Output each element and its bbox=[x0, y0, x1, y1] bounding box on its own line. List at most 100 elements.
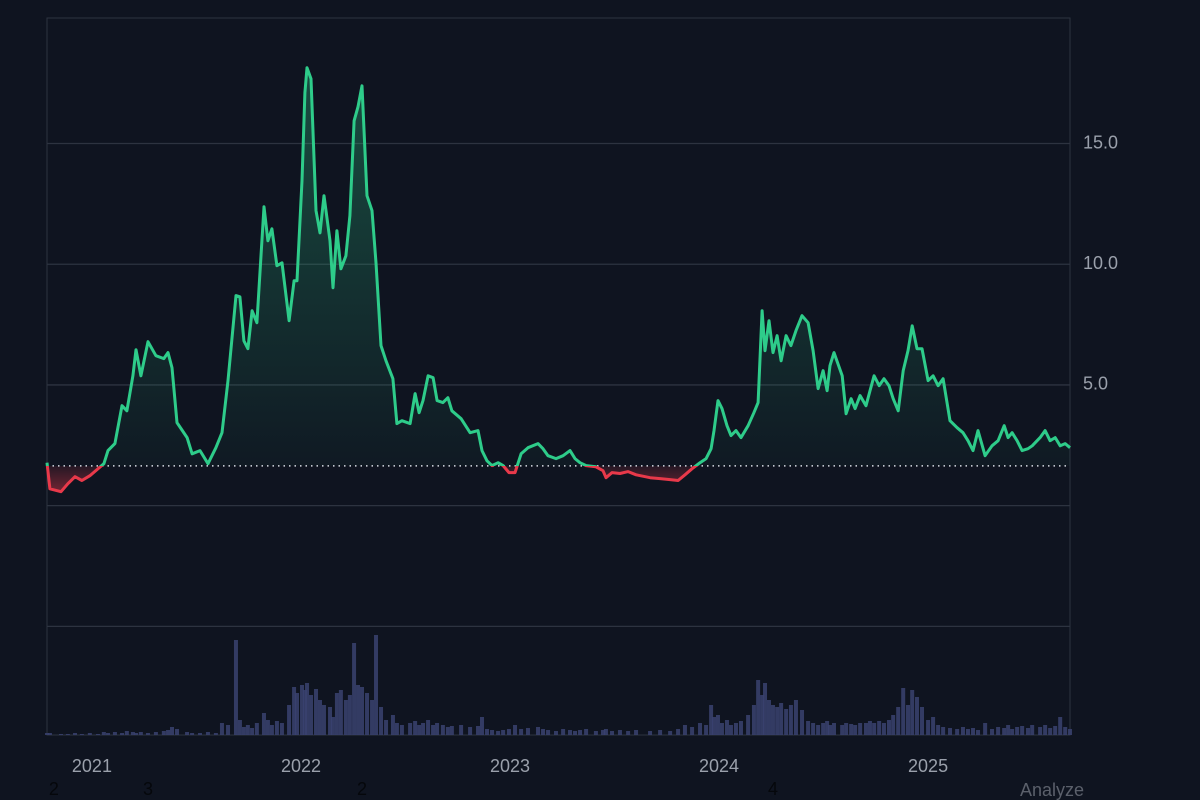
volume-bar bbox=[408, 723, 413, 735]
volume-bar bbox=[360, 687, 365, 735]
volume-bar bbox=[305, 683, 310, 735]
volume-bar bbox=[219, 723, 224, 735]
volume-bar bbox=[858, 723, 863, 735]
y-tick-label: 10.0 bbox=[1083, 253, 1118, 273]
volume-bar bbox=[891, 715, 896, 735]
volume-bar bbox=[87, 733, 92, 735]
volume-bar bbox=[459, 725, 464, 735]
volume-bar bbox=[153, 732, 158, 735]
volume-bar bbox=[525, 728, 530, 735]
volume-bar bbox=[279, 723, 284, 735]
volume-bar bbox=[175, 729, 180, 735]
volume-bar bbox=[793, 700, 798, 735]
volume-bar bbox=[971, 728, 976, 735]
volume-bar bbox=[832, 723, 837, 735]
volume-bar bbox=[501, 730, 506, 735]
volume-bar bbox=[704, 725, 709, 735]
price-line bbox=[45, 66, 1071, 494]
volume-bar bbox=[161, 731, 166, 735]
volume-bar bbox=[302, 690, 307, 735]
volume-bar bbox=[825, 721, 830, 735]
volume-bar bbox=[205, 732, 210, 735]
y-tick-label: 15.0 bbox=[1083, 132, 1118, 152]
volume-bar bbox=[931, 717, 936, 735]
volume-bar bbox=[648, 731, 653, 735]
volume-bar bbox=[261, 713, 266, 735]
volume-bar bbox=[190, 733, 195, 735]
volume-bar bbox=[573, 731, 578, 735]
volume-bar bbox=[440, 725, 445, 735]
volume-bar bbox=[226, 725, 231, 735]
volume-bar bbox=[300, 685, 305, 735]
volume-bar bbox=[445, 727, 450, 735]
volume-bar bbox=[867, 721, 872, 735]
volume-bar bbox=[541, 729, 546, 735]
volume-bar bbox=[719, 723, 724, 735]
plot-frame bbox=[46, 17, 1071, 736]
volume-bar bbox=[79, 734, 84, 735]
volume-bar bbox=[265, 720, 270, 735]
volume-bar bbox=[390, 715, 395, 735]
volume-bar bbox=[496, 731, 501, 735]
volume-bar bbox=[166, 730, 171, 735]
volume-bar bbox=[417, 725, 422, 735]
volume-bar bbox=[553, 731, 558, 735]
volume-bar bbox=[1048, 728, 1053, 735]
volume-bar bbox=[120, 733, 125, 735]
volume-bar bbox=[334, 693, 339, 735]
volume-bar bbox=[374, 635, 379, 735]
volume-bar bbox=[896, 707, 901, 735]
volume-bar bbox=[751, 705, 756, 735]
volume-bar bbox=[237, 720, 242, 735]
volume-bar bbox=[784, 709, 789, 735]
volume-bar bbox=[1002, 728, 1007, 735]
volume-bar bbox=[1006, 725, 1011, 735]
volume-bar bbox=[321, 705, 326, 735]
volume-bar bbox=[844, 723, 849, 735]
volume-bar bbox=[328, 707, 333, 735]
volume-bar bbox=[399, 725, 404, 735]
volume-bar bbox=[941, 727, 946, 735]
volume-bar bbox=[394, 723, 399, 735]
volume-bar bbox=[513, 725, 518, 735]
volume-bar bbox=[370, 700, 375, 735]
volume-bar bbox=[106, 733, 111, 735]
volume-bar bbox=[715, 715, 720, 735]
event-marker: 4 bbox=[768, 779, 778, 799]
volume-bar bbox=[1053, 726, 1058, 735]
volume-bar bbox=[233, 640, 238, 735]
volume-bar bbox=[906, 705, 911, 735]
volume-bar bbox=[990, 729, 995, 735]
volume-bar bbox=[806, 721, 811, 735]
volume-bar bbox=[314, 689, 319, 735]
volume-bar bbox=[634, 730, 639, 735]
volume-bar bbox=[198, 733, 203, 735]
volume-bar bbox=[766, 700, 771, 735]
volume-bar bbox=[241, 727, 246, 735]
volume-bar bbox=[788, 705, 793, 735]
volume-bar bbox=[245, 725, 250, 735]
volume-bar bbox=[490, 730, 495, 735]
volume-bar bbox=[960, 727, 965, 735]
volume-bar bbox=[536, 727, 541, 735]
volume-bar bbox=[45, 733, 49, 735]
volume-bar bbox=[760, 695, 765, 735]
volume-bar bbox=[955, 729, 960, 735]
volume-bar bbox=[365, 693, 370, 735]
volume-bar bbox=[130, 732, 135, 735]
analyze-button[interactable]: Analyze bbox=[1020, 780, 1084, 800]
volume-bar bbox=[449, 726, 454, 735]
volume-bar bbox=[426, 720, 431, 735]
volume-bar bbox=[756, 680, 761, 735]
volume-bar bbox=[738, 721, 743, 735]
event-marker: 3 bbox=[143, 779, 153, 799]
volume-bar bbox=[269, 725, 274, 735]
volume-bar bbox=[676, 729, 681, 735]
volume-bar bbox=[724, 720, 729, 735]
volume-bar bbox=[690, 727, 695, 735]
volume-bar bbox=[384, 720, 389, 735]
volume-bar bbox=[274, 721, 279, 735]
volume-bar bbox=[698, 723, 703, 735]
volume-bar bbox=[413, 721, 418, 735]
volume-bar bbox=[603, 729, 608, 735]
